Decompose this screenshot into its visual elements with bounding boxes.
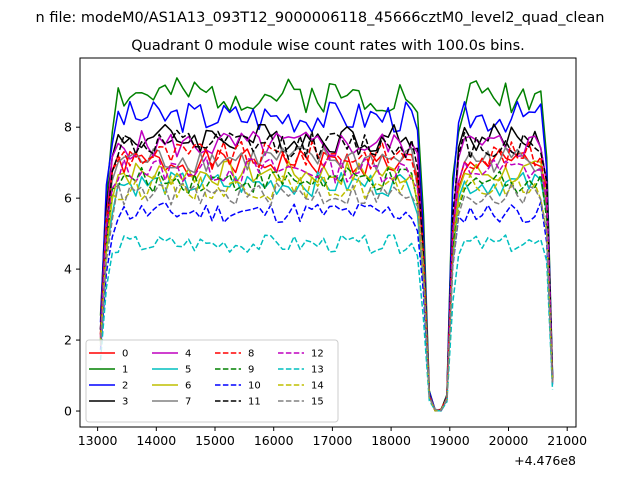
- legend-label-13: 13: [311, 365, 324, 376]
- legend-label-15: 15: [311, 397, 324, 408]
- x-axis: 13000 14000 15000 16000 17000 18000 19000 20000…: [78, 427, 587, 448]
- y-tick-label: 0: [64, 404, 72, 419]
- legend-label-0: 0: [122, 349, 128, 360]
- y-tick-label: 8: [64, 120, 72, 135]
- x-tick-label: 17000: [313, 433, 353, 448]
- series-line-14: [99, 174, 554, 412]
- figure-suptitle: n file: modeM0/AS1A13_093T12_9000006118_…: [36, 10, 605, 26]
- legend-label-14: 14: [311, 381, 324, 392]
- legend-label-4: 4: [185, 349, 191, 360]
- x-tick-label: 14000: [136, 433, 176, 448]
- x-tick-label: 18000: [371, 433, 411, 448]
- legend-label-3: 3: [122, 397, 128, 408]
- series-line-3: [99, 123, 554, 411]
- legend-label-7: 7: [185, 397, 191, 408]
- legend-label-11: 11: [248, 397, 261, 408]
- y-tick-label: 4: [64, 262, 72, 277]
- y-tick-label: 2: [64, 333, 72, 348]
- legend-label-9: 9: [248, 365, 254, 376]
- x-tick-label: 20000: [489, 433, 529, 448]
- axes-frame: [79, 57, 577, 428]
- legend-label-2: 2: [122, 381, 128, 392]
- series-line-1: [99, 77, 554, 412]
- chart-title: Quadrant 0 module wise count rates with …: [131, 38, 525, 54]
- legend-label-10: 10: [248, 381, 261, 392]
- series-line-15: [99, 182, 554, 412]
- y-axis: 0 2 4 6 8: [64, 120, 80, 419]
- legend-box: [85, 339, 339, 423]
- legend-label-6: 6: [185, 381, 191, 392]
- legend-label-8: 8: [248, 349, 254, 360]
- series-line-2: [99, 100, 554, 412]
- x-offset-label: +4.476e8: [514, 453, 576, 468]
- series-line-7: [99, 146, 554, 412]
- x-tick-label: 13000: [78, 433, 118, 448]
- series-line-10: [99, 201, 554, 412]
- legend-label-12: 12: [311, 349, 324, 360]
- y-tick-label: 6: [64, 191, 72, 206]
- plot-lines: [99, 77, 554, 412]
- legend-label-1: 1: [122, 365, 128, 376]
- x-tick-label: 15000: [195, 433, 235, 448]
- x-tick-label: 19000: [430, 433, 470, 448]
- series-line-9: [99, 166, 554, 411]
- legend-label-5: 5: [185, 365, 191, 376]
- series-line-12: [99, 156, 554, 411]
- series-line-11: [99, 129, 554, 412]
- x-tick-label: 16000: [254, 433, 294, 448]
- series-line-8: [99, 140, 554, 412]
- x-tick-label: 21000: [547, 433, 587, 448]
